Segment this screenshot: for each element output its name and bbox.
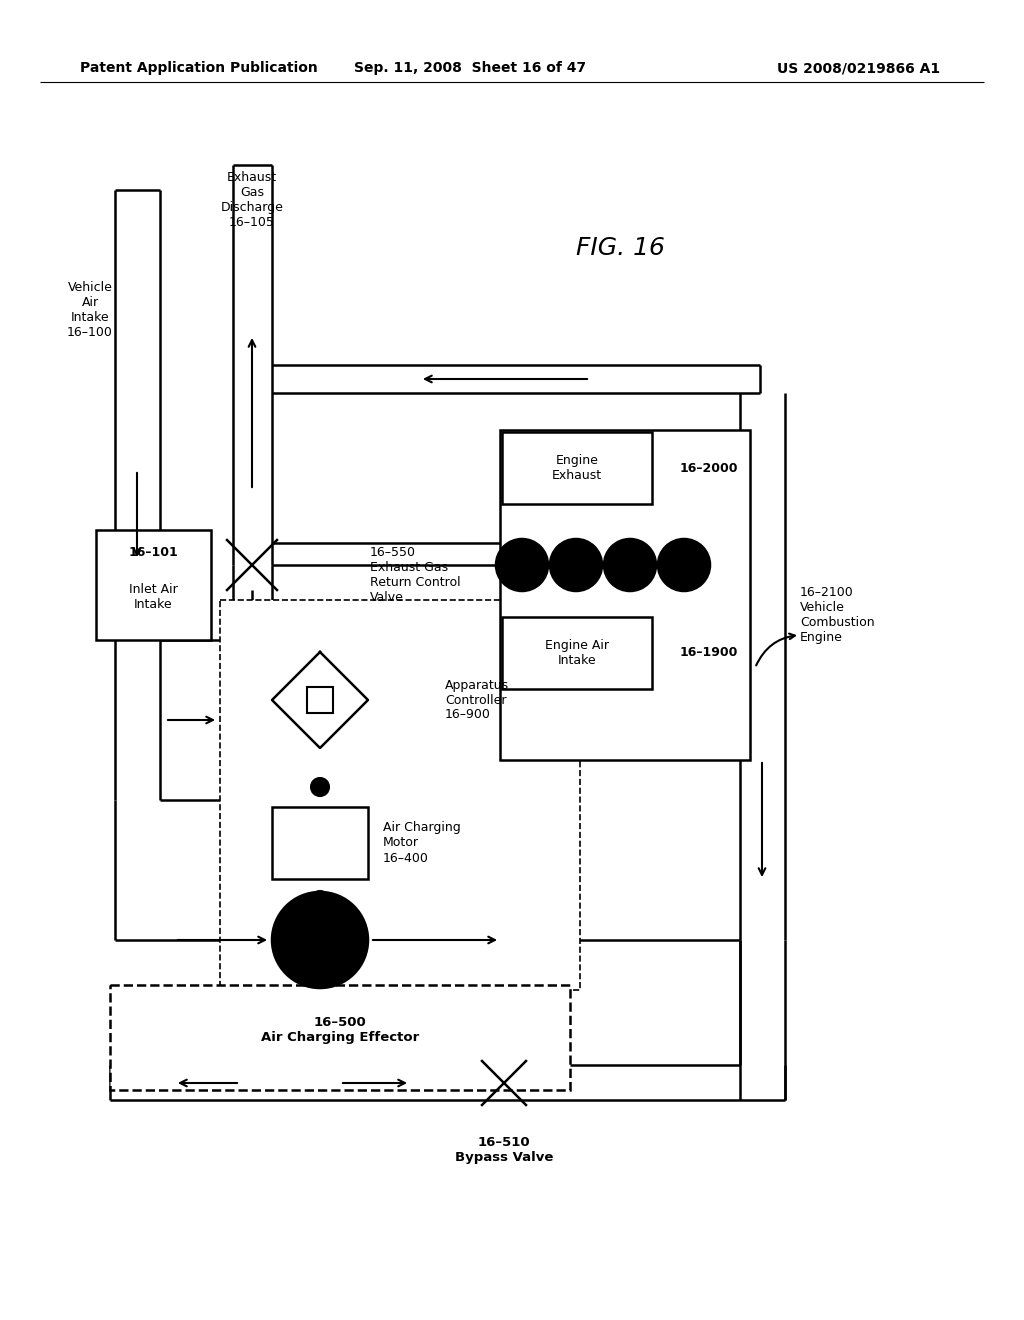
Text: 16–550
Exhaust Gas
Return Control
Valve: 16–550 Exhaust Gas Return Control Valve	[370, 546, 461, 605]
Bar	[500, 430, 750, 760]
Text: Sep. 11, 2008  Sheet 16 of 47: Sep. 11, 2008 Sheet 16 of 47	[354, 61, 586, 75]
Text: Exhaust
Gas
Discharge
16–105: Exhaust Gas Discharge 16–105	[220, 172, 284, 228]
Text: 16–2100
Vehicle
Combustion
Engine: 16–2100 Vehicle Combustion Engine	[800, 586, 874, 644]
Text: US 2008/0219866 A1: US 2008/0219866 A1	[777, 61, 940, 75]
Text: Vehicle
Air
Intake
16–100: Vehicle Air Intake 16–100	[67, 281, 113, 339]
Circle shape	[604, 539, 656, 591]
Text: 16–1900: 16–1900	[680, 647, 738, 660]
Bar	[220, 601, 580, 990]
Circle shape	[272, 892, 368, 987]
Circle shape	[658, 539, 710, 591]
Text: 16–510
Bypass Valve: 16–510 Bypass Valve	[455, 1137, 553, 1164]
Text: Engine Air
Intake: Engine Air Intake	[545, 639, 609, 667]
Text: Air Charging
Motor
16–400: Air Charging Motor 16–400	[383, 821, 461, 865]
Bar	[502, 616, 652, 689]
Bar	[110, 985, 570, 1090]
Text: Patent Application Publication: Patent Application Publication	[80, 61, 317, 75]
Text: Apparatus
Controller
16–900: Apparatus Controller 16–900	[445, 678, 509, 722]
Text: 16–101: 16–101	[129, 545, 178, 558]
Bar	[272, 807, 368, 879]
Circle shape	[311, 777, 329, 796]
Text: 16–2000: 16–2000	[680, 462, 738, 474]
Circle shape	[311, 891, 329, 909]
Bar	[307, 686, 333, 713]
Circle shape	[496, 539, 548, 591]
Text: FIG. 16: FIG. 16	[575, 236, 665, 260]
Text: 16–500
Air Charging Effector: 16–500 Air Charging Effector	[261, 1016, 419, 1044]
Circle shape	[550, 539, 602, 591]
Bar	[502, 432, 652, 504]
Text: Inlet Air
Intake: Inlet Air Intake	[129, 583, 178, 611]
Bar	[96, 531, 211, 640]
Text: Engine
Exhaust: Engine Exhaust	[552, 454, 602, 482]
